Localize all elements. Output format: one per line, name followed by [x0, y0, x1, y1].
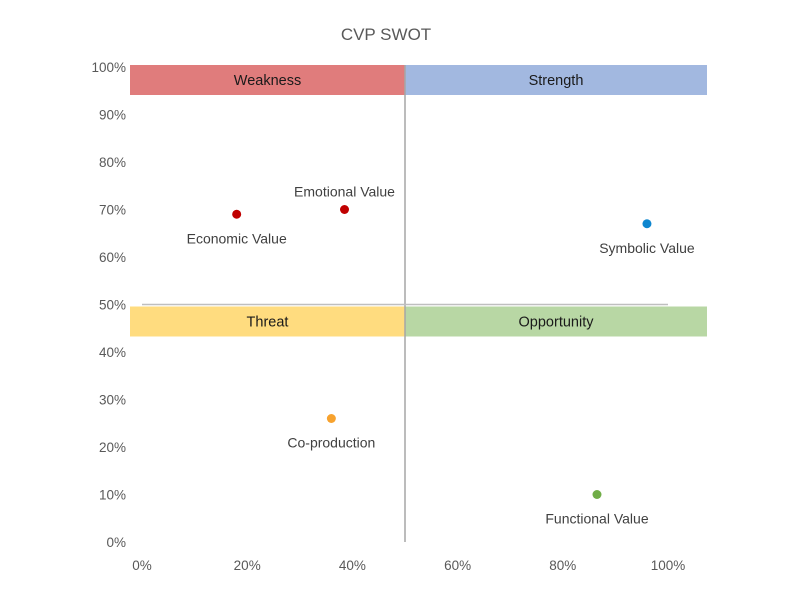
chart-title: CVP SWOT: [341, 25, 431, 44]
quadrant-label-weakness: Weakness: [234, 73, 301, 89]
quadrant-band-opportunity: [405, 306, 707, 337]
x-tick-label: 100%: [651, 558, 686, 573]
quadrant-band-threat: [130, 306, 405, 337]
data-point-functional-value: [592, 490, 602, 499]
y-tick-label: 70%: [99, 203, 126, 218]
x-tick-label: 60%: [444, 558, 471, 573]
data-point-co-production: [326, 414, 336, 423]
y-tick-label: 0%: [106, 535, 126, 550]
y-tick-label: 90%: [99, 108, 126, 123]
data-label-co-production: Co-production: [287, 435, 375, 451]
data-point-economic-value: [232, 209, 242, 219]
y-tick-label: 80%: [99, 155, 126, 170]
quadrant-band-weakness: [130, 65, 405, 95]
data-point-emotional-value: [340, 205, 350, 214]
x-tick-label: 20%: [234, 558, 261, 573]
x-tick-label: 80%: [549, 558, 576, 573]
y-tick-label: 50%: [99, 298, 126, 313]
quadrant-label-threat: Threat: [247, 315, 289, 331]
data-label-emotional-value: Emotional Value: [294, 184, 395, 200]
data-label-functional-value: Functional Value: [545, 511, 648, 527]
y-tick-label: 40%: [99, 345, 126, 360]
y-tick-label: 30%: [99, 393, 126, 408]
y-tick-label: 100%: [91, 60, 126, 75]
data-label-symbolic-value: Symbolic Value: [599, 240, 695, 256]
quadrant-bands: Weakness Strength Threat Opportunity: [130, 65, 707, 337]
data-label-economic-value: Economic Value: [187, 230, 287, 246]
quadrant-label-opportunity: Opportunity: [519, 315, 595, 331]
x-axis-ticks: 0% 20% 40% 60% 80% 100%: [132, 558, 685, 573]
x-tick-label: 40%: [339, 558, 366, 573]
y-axis-ticks: 0% 10% 20% 30% 40% 50% 60% 70% 80% 90% 100%: [91, 60, 126, 550]
y-tick-label: 10%: [99, 488, 126, 503]
y-tick-label: 60%: [99, 250, 126, 265]
data-point-symbolic-value: [642, 219, 652, 229]
quadrant-dividers: [142, 65, 668, 542]
x-tick-label: 0%: [132, 558, 152, 573]
quadrant-band-strength: [405, 65, 707, 95]
data-points: Economic Value Emotional Value Symbolic Va…: [187, 184, 695, 527]
quadrant-label-strength: Strength: [529, 73, 584, 89]
y-tick-label: 20%: [99, 440, 126, 455]
